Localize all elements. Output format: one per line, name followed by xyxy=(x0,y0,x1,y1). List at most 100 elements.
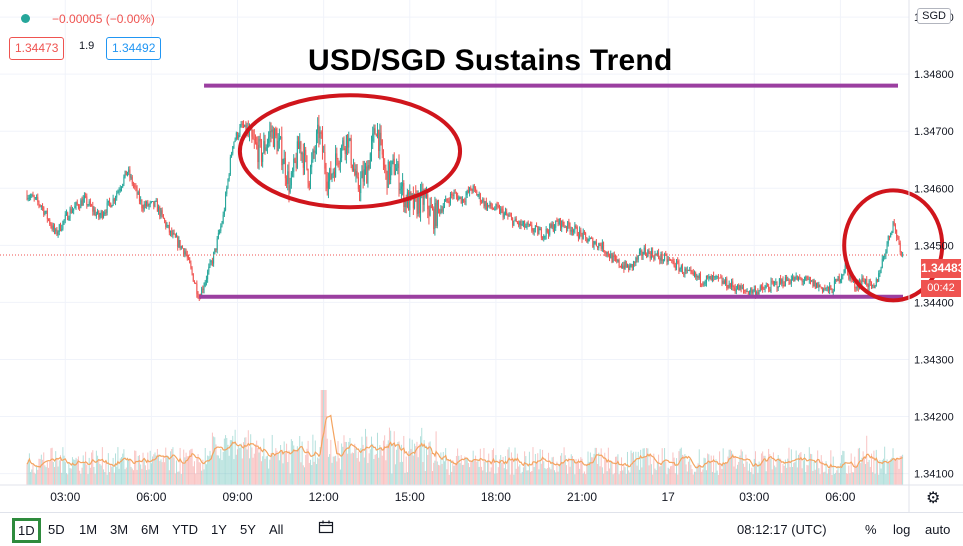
candle-body xyxy=(26,194,28,200)
candle-body xyxy=(259,138,261,142)
volume-bar xyxy=(778,458,780,485)
percent-scale-toggle[interactable]: % xyxy=(865,522,877,537)
candle-body xyxy=(679,268,681,272)
candle-body xyxy=(371,141,373,154)
candle-body xyxy=(872,285,874,286)
candle-body xyxy=(338,163,340,165)
candle-body xyxy=(85,195,87,197)
timeframe-5d-button[interactable]: 5D xyxy=(48,522,65,537)
candle-body xyxy=(744,289,746,292)
volume-bar xyxy=(32,463,34,485)
candle-body xyxy=(457,195,459,201)
volume-bar xyxy=(717,474,719,485)
utc-clock[interactable]: 08:12:17 (UTC) xyxy=(737,522,827,537)
candle-body xyxy=(871,281,873,286)
candle-body xyxy=(56,229,58,235)
timeframe-all-button[interactable]: All xyxy=(269,522,284,537)
volume-bar xyxy=(424,470,426,485)
volume-bar xyxy=(843,451,845,485)
volume-bar xyxy=(171,449,173,485)
volume-bar xyxy=(579,468,581,485)
timeframe-1m-button[interactable]: 1M xyxy=(79,522,98,537)
volume-bar xyxy=(345,441,347,485)
candle-body xyxy=(556,220,558,222)
candle-body xyxy=(710,276,712,281)
candle-body xyxy=(606,251,608,255)
timeframe-5y-button[interactable]: 5Y xyxy=(240,522,256,537)
timeframe-1y-button[interactable]: 1Y xyxy=(211,522,227,537)
volume-bar xyxy=(216,455,218,485)
volume-bar xyxy=(284,452,286,485)
volume-bar xyxy=(461,464,463,485)
volume-bar xyxy=(677,474,679,485)
volume-bar xyxy=(186,456,188,485)
timeframe-6m-button[interactable]: 6M xyxy=(141,522,160,537)
volume-bar xyxy=(830,450,832,485)
volume-bar xyxy=(354,443,356,485)
candle-body xyxy=(373,128,375,134)
volume-bar xyxy=(695,471,697,485)
volume-bar xyxy=(79,470,81,485)
candle-body xyxy=(130,176,132,178)
volume-bar xyxy=(412,455,414,485)
candle-body xyxy=(788,279,790,283)
volume-bar xyxy=(231,440,233,485)
candle-body xyxy=(829,285,831,291)
volume-bar xyxy=(161,462,163,485)
settings-gear-icon[interactable]: ⚙ xyxy=(926,490,941,507)
candle-body xyxy=(670,259,672,261)
volume-bar xyxy=(232,435,234,485)
volume-bar xyxy=(494,473,496,485)
candle-body xyxy=(835,279,837,281)
volume-bar xyxy=(850,453,852,485)
candle-body xyxy=(855,288,857,290)
volume-bar xyxy=(531,471,533,485)
volume-bar xyxy=(402,461,404,485)
volume-bar xyxy=(251,447,253,485)
timeframe-ytd-button[interactable]: YTD xyxy=(172,522,198,537)
ask-price-box[interactable]: 1.34492 xyxy=(106,37,162,60)
candle-body xyxy=(759,286,761,291)
candle-body xyxy=(48,218,50,220)
bid-price-box[interactable]: 1.34473 xyxy=(9,37,65,60)
candle-body xyxy=(97,210,99,214)
candle-body xyxy=(467,190,469,193)
candle-body xyxy=(233,141,235,147)
volume-bar xyxy=(563,447,565,485)
volume-bar xyxy=(821,461,823,485)
volume-bar xyxy=(650,464,652,485)
candle-body xyxy=(658,252,660,258)
annotations xyxy=(199,83,945,303)
candle-body xyxy=(381,139,383,155)
currency-label[interactable]: SGD xyxy=(917,8,951,24)
candle-body xyxy=(349,138,351,140)
volume-bar xyxy=(771,469,773,485)
candle-body xyxy=(105,212,107,214)
volume-bar xyxy=(655,470,657,485)
volume-bar xyxy=(635,451,637,485)
candle-body xyxy=(626,265,628,267)
go-to-date-calendar-icon[interactable] xyxy=(318,520,334,534)
timeframe-1d-button[interactable]: 1D xyxy=(12,518,41,543)
volume-bar xyxy=(711,471,713,485)
volume-bar xyxy=(703,457,705,485)
candle-body xyxy=(221,223,223,227)
volume-bar xyxy=(752,474,754,485)
candle-body xyxy=(385,168,387,172)
volume-bar xyxy=(606,471,608,485)
timeframe-3m-button[interactable]: 3M xyxy=(110,522,129,537)
volume-bar xyxy=(684,454,686,485)
candle-body xyxy=(258,138,260,163)
volume-bar xyxy=(805,472,807,485)
candle-body xyxy=(390,166,392,180)
candle-body xyxy=(824,288,826,290)
candle-body xyxy=(277,140,279,152)
candle-body xyxy=(201,288,203,299)
candle-body xyxy=(497,205,499,207)
volume-bar xyxy=(617,454,619,485)
candle-body xyxy=(416,195,418,214)
candle-body xyxy=(81,200,83,206)
log-scale-toggle[interactable]: log xyxy=(893,522,911,537)
auto-scale-toggle[interactable]: auto xyxy=(925,522,951,537)
volume-bar xyxy=(308,462,310,485)
